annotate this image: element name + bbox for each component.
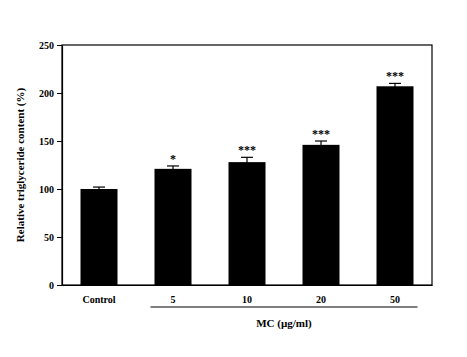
- bars: [81, 83, 414, 285]
- annotations: **********: [170, 69, 404, 166]
- y-tick-label: 250: [39, 40, 54, 51]
- y-tick: 100: [39, 184, 62, 195]
- error-bar: [389, 83, 401, 89]
- error-bar: [315, 141, 327, 149]
- y-axis-line: [62, 46, 63, 286]
- y-tick-mark: [57, 93, 62, 94]
- bar: [155, 169, 192, 285]
- x-tick: Control: [82, 285, 115, 305]
- y-tick-mark: [57, 45, 62, 46]
- y-tick-mark: [57, 285, 62, 286]
- x-axis-line: [63, 285, 433, 286]
- x-tick: 10: [242, 285, 252, 305]
- error-bar: [241, 157, 253, 167]
- y-tick-mark: [57, 141, 62, 142]
- significance: *: [170, 152, 176, 166]
- y-axis-title: Relative triglyceride content (%): [14, 88, 27, 243]
- plot: 050100150200250Control5102050**********M…: [14, 40, 433, 330]
- y-tick: 0: [49, 280, 62, 291]
- error-bar: [93, 187, 105, 191]
- group-line: [151, 306, 418, 307]
- x-tick: 5: [171, 285, 176, 305]
- x-tick-label: 5: [171, 294, 176, 305]
- bar: [229, 162, 266, 285]
- y-tick-label: 100: [39, 184, 54, 195]
- error-bar: [167, 166, 179, 172]
- bar: [81, 189, 118, 285]
- x-axis-title: MC (µg/ml): [256, 317, 312, 330]
- error-stem: [320, 141, 321, 149]
- error-stem: [246, 157, 247, 167]
- y-tick-mark: [57, 237, 62, 238]
- significance: ***: [386, 69, 404, 83]
- x-tick: 20: [316, 285, 326, 305]
- significance: ***: [238, 143, 256, 157]
- y-tick-label: 150: [39, 136, 54, 147]
- y-axis: 0 50 100 150 200 250: [39, 40, 63, 291]
- bar: [377, 86, 414, 285]
- y-tick: 250: [39, 40, 62, 51]
- y-tick: 50: [44, 232, 62, 243]
- x-tick-label: 20: [316, 294, 326, 305]
- x-tick-label: Control: [82, 294, 115, 305]
- error-cap: [93, 186, 105, 187]
- y-tick-mark: [57, 189, 62, 190]
- error-stem: [172, 166, 173, 172]
- y-tick-label: 200: [39, 88, 54, 99]
- y-tick: 150: [39, 136, 62, 147]
- y-tick-label: 0: [49, 280, 54, 291]
- bar: [303, 145, 340, 285]
- error-stem: [394, 83, 395, 89]
- chart: 050100150200250Control5102050**********M…: [0, 0, 467, 357]
- plot-frame: [62, 45, 432, 285]
- x-axis: Control 5 10 20 50: [63, 285, 433, 305]
- y-tick-label: 50: [44, 232, 54, 243]
- x-tick-label: 10: [242, 294, 252, 305]
- x-tick: 50: [390, 285, 400, 305]
- x-tick-label: 50: [390, 294, 400, 305]
- significance: ***: [312, 127, 330, 141]
- y-tick: 200: [39, 88, 62, 99]
